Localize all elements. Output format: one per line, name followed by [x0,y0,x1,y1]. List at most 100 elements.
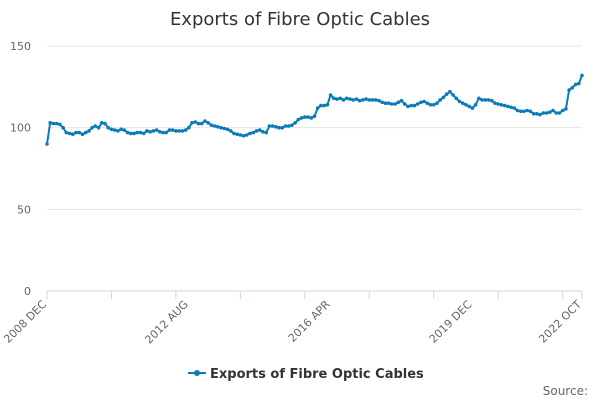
data-point[interactable] [119,127,123,132]
data-point[interactable] [570,85,575,90]
data-point[interactable] [245,133,249,137]
data-point[interactable] [261,130,265,134]
data-point[interactable] [158,130,162,134]
data-point[interactable] [348,97,352,101]
data-point[interactable] [206,121,210,125]
data-point[interactable] [477,96,481,101]
data-point[interactable] [277,125,281,130]
data-point[interactable] [274,125,278,129]
data-point[interactable] [161,130,165,135]
data-point[interactable] [77,130,81,135]
data-point[interactable] [386,101,391,105]
data-point[interactable] [270,124,275,128]
data-point[interactable] [209,123,214,127]
data-point[interactable] [364,97,368,101]
data-point[interactable] [177,129,181,133]
data-point[interactable] [109,127,114,132]
data-point[interactable] [448,89,452,94]
data-point[interactable] [554,111,558,115]
data-point[interactable] [135,130,139,135]
data-point[interactable] [296,117,301,122]
data-point[interactable] [267,124,272,128]
data-point[interactable] [377,98,381,103]
data-point[interactable] [125,130,130,135]
data-point[interactable] [170,128,175,132]
data-point[interactable] [193,120,198,124]
data-point[interactable] [248,131,252,136]
data-point[interactable] [512,106,517,110]
data-point[interactable] [54,121,59,126]
data-point[interactable] [425,101,430,105]
data-point[interactable] [457,99,462,104]
data-point[interactable] [219,125,223,130]
data-point[interactable] [264,130,269,135]
data-point[interactable] [412,103,417,108]
data-point[interactable] [580,73,584,78]
data-point[interactable] [438,98,443,102]
data-point[interactable] [383,101,388,105]
data-point[interactable] [496,102,501,106]
data-point[interactable] [251,130,256,135]
data-point[interactable] [151,129,156,133]
data-point[interactable] [154,128,159,132]
data-point[interactable] [309,116,314,120]
data-point[interactable] [58,122,62,127]
data-point[interactable] [519,109,523,114]
data-point[interactable] [525,108,529,113]
data-point[interactable] [174,129,178,133]
data-point[interactable] [235,132,239,136]
data-point[interactable] [341,98,346,102]
data-point[interactable] [87,129,91,133]
data-point[interactable] [473,103,478,107]
data-point[interactable] [241,134,246,138]
legend[interactable]: Exports of Fibre Optic Cables [188,367,424,382]
data-point[interactable] [435,101,439,105]
data-point[interactable] [312,114,317,118]
data-point[interactable] [45,142,49,146]
data-point[interactable] [564,107,568,111]
data-point[interactable] [238,133,243,137]
data-point[interactable] [409,103,414,108]
data-point[interactable] [129,131,133,136]
data-point[interactable] [344,96,349,101]
data-point[interactable] [51,121,56,126]
data-point[interactable] [106,125,110,130]
data-point[interactable] [357,98,362,103]
data-point[interactable] [257,128,262,132]
data-point[interactable] [548,110,552,114]
data-point[interactable] [183,128,188,132]
data-point[interactable] [122,128,127,132]
data-point[interactable] [538,112,542,117]
data-point[interactable] [222,126,227,131]
data-point[interactable] [203,119,207,123]
data-point[interactable] [493,101,497,105]
data-point[interactable] [212,124,217,128]
data-point[interactable] [64,130,69,135]
data-point[interactable] [541,111,546,115]
data-point[interactable] [557,111,562,115]
data-point[interactable] [367,98,372,102]
data-point[interactable] [280,125,285,130]
data-point[interactable] [319,103,323,108]
data-point[interactable] [232,131,236,136]
data-point[interactable] [464,103,468,107]
data-point[interactable] [509,105,513,110]
data-point[interactable] [551,108,555,113]
data-point[interactable] [167,128,172,132]
data-point[interactable] [93,124,98,128]
data-point[interactable] [293,121,298,125]
data-point[interactable] [216,125,220,129]
data-point[interactable] [96,125,101,130]
data-point[interactable] [361,98,365,102]
data-point[interactable] [132,131,136,136]
data-point[interactable] [315,106,320,110]
data-point[interactable] [390,102,394,106]
data-point[interactable] [74,130,78,135]
data-point[interactable] [306,115,310,119]
data-point[interactable] [254,129,259,133]
data-point[interactable] [71,132,75,136]
data-point[interactable] [354,97,359,101]
data-point[interactable] [380,100,385,105]
data-point[interactable] [90,125,94,130]
data-point[interactable] [431,103,436,107]
